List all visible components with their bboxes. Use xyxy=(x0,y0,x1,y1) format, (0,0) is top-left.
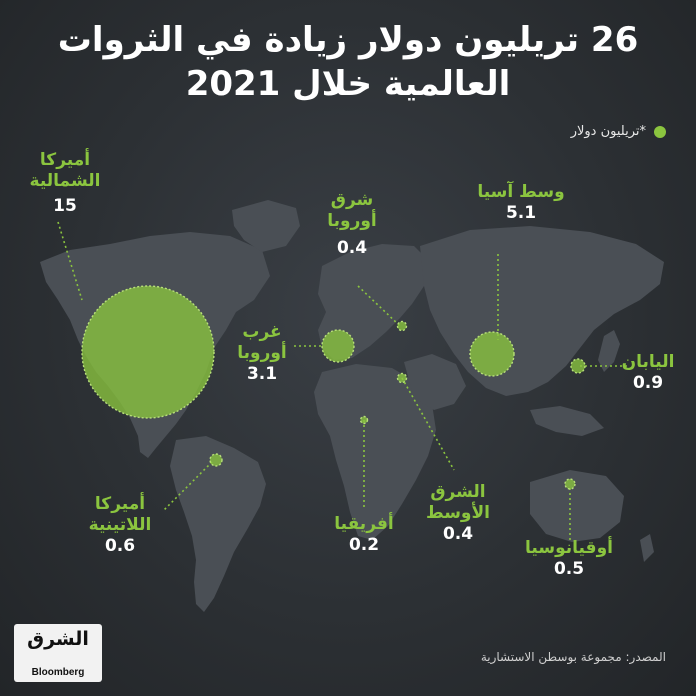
bubble-north-america xyxy=(81,285,215,419)
label-oceania: أوقيانوسيا 0.5 xyxy=(514,538,624,580)
region-name: أميركا الشمالية xyxy=(29,150,101,191)
region-name: الشرق الأوسط xyxy=(426,482,490,523)
region-name: شرق أوروبا xyxy=(327,190,377,231)
label-japan: اليابان 0.9 xyxy=(612,352,684,394)
region-name: اليابان xyxy=(621,352,675,372)
region-value: 0.4 xyxy=(336,238,368,258)
region-value: 0.5 xyxy=(553,559,585,579)
region-value: 15 xyxy=(53,196,77,216)
region-value: 0.9 xyxy=(632,373,664,393)
europe-landmass xyxy=(318,244,430,360)
region-name: أوقيانوسيا xyxy=(525,538,613,558)
bubble-japan xyxy=(570,358,586,374)
africa-landmass xyxy=(314,364,436,540)
label-north-america: أميركا الشمالية 15 xyxy=(20,150,110,217)
legend-marker-icon xyxy=(654,125,666,138)
label-central-asia: وسط آسيا 5.1 xyxy=(466,182,576,224)
region-name: غرب أوروبا xyxy=(237,322,287,363)
greenland-landmass xyxy=(232,200,300,252)
brand-logo: الشرق Bloomberg xyxy=(14,624,102,682)
logo-arabic-text: الشرق xyxy=(27,628,89,650)
logo-english-text: Bloomberg xyxy=(31,667,85,678)
label-western-europe: غرب أوروبا 3.1 xyxy=(226,322,298,385)
label-africa: أفريقيا 0.2 xyxy=(326,514,402,556)
leader-lines xyxy=(57,221,628,540)
leader-line-latin-america xyxy=(163,461,213,511)
region-value: 0.2 xyxy=(348,535,380,555)
bubble-latin-america xyxy=(209,453,223,467)
region-name: وسط آسيا xyxy=(477,182,565,202)
region-value: 3.1 xyxy=(246,364,278,384)
leader-line-north-america xyxy=(57,221,83,301)
legend: *تريليون دولار xyxy=(571,124,666,139)
label-latin-america: أميركا اللاتينية 0.6 xyxy=(80,494,160,557)
southeast-asia-landmass xyxy=(530,406,604,436)
label-middle-east: الشرق الأوسط 0.4 xyxy=(418,482,498,545)
japan-landmass xyxy=(598,330,620,372)
region-name: أفريقيا xyxy=(334,514,394,534)
region-value: 0.6 xyxy=(104,536,136,556)
page-title: 26 تريليون دولار زيادة في الثروات العالم… xyxy=(57,20,639,104)
bubble-middle-east xyxy=(396,372,408,384)
source-note: المصدر: مجموعة بوسطن الاستشارية xyxy=(480,650,666,664)
bubble-africa xyxy=(359,415,369,425)
bubble-oceania xyxy=(564,478,576,490)
region-value: 5.1 xyxy=(505,203,537,223)
middle-east-landmass xyxy=(404,354,466,410)
australia-landmass xyxy=(530,470,624,542)
bubbles xyxy=(81,285,586,490)
region-value: 0.4 xyxy=(442,524,474,544)
bubble-central-asia xyxy=(469,331,515,377)
new-zealand-landmass xyxy=(640,534,654,562)
label-eastern-europe: شرق أوروبا 0.4 xyxy=(316,190,388,259)
bubble-western-europe xyxy=(321,329,355,363)
legend-label: *تريليون دولار xyxy=(570,124,646,139)
bubble-eastern-europe xyxy=(396,320,408,332)
region-name: أميركا اللاتينية xyxy=(88,494,152,535)
